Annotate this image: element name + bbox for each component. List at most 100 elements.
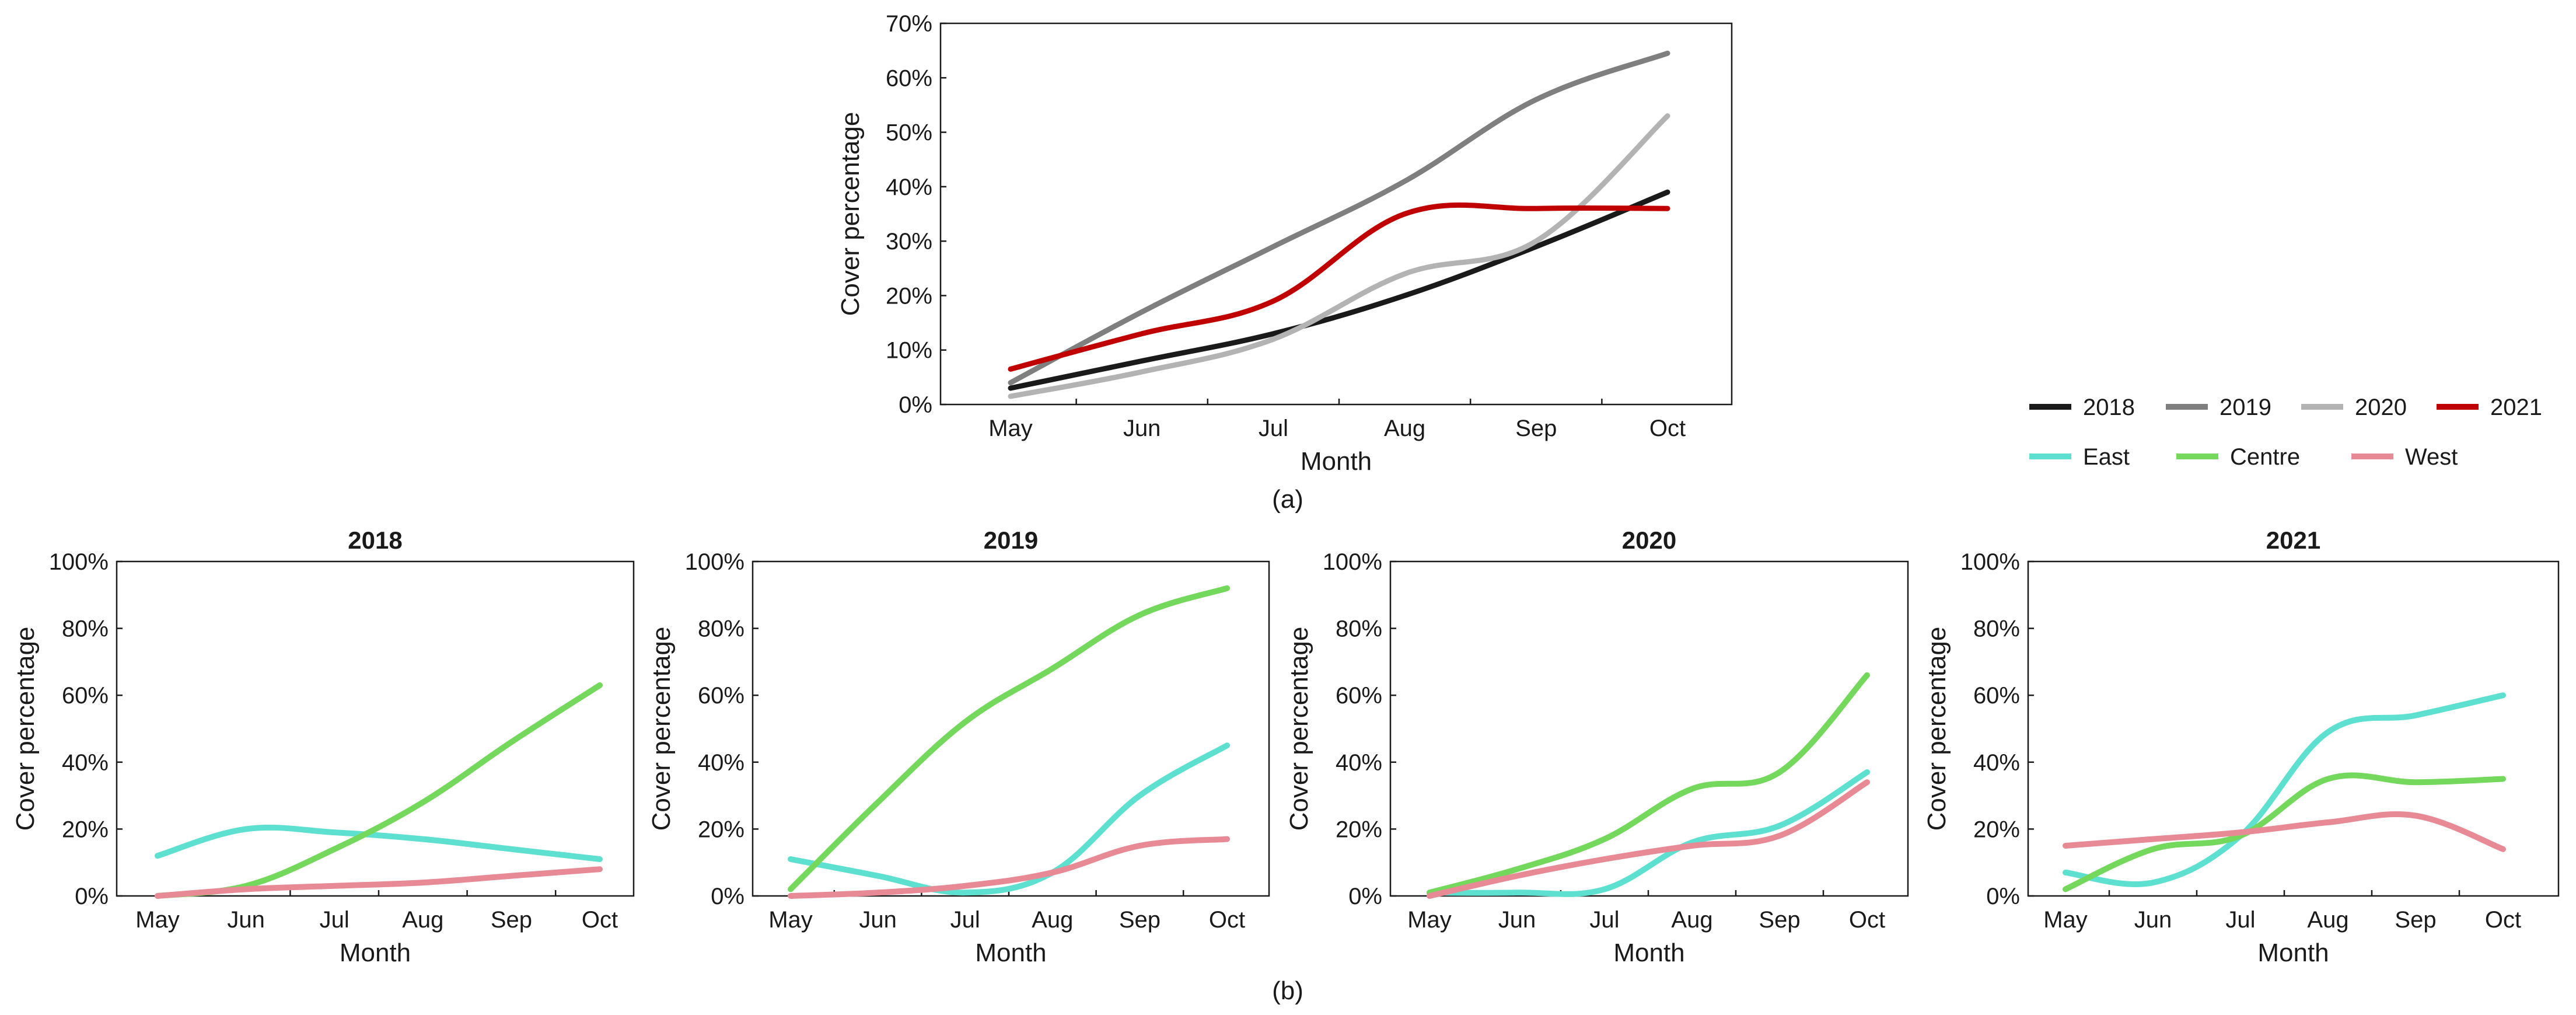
x-tick-label: May [988, 416, 1033, 441]
legend-label-2018: 2018 [2083, 395, 2135, 420]
x-tick-label: Jul [320, 907, 349, 933]
plot-frame [939, 22, 1733, 406]
x-tick-label: Oct [2485, 907, 2521, 933]
caption-b: (b) [1272, 976, 1303, 1005]
x-tick-label: May [768, 907, 813, 933]
y-tick-label: 40% [698, 750, 745, 776]
legend-label-2021: 2021 [2490, 395, 2542, 420]
y-axis-title: Cover percentage [11, 627, 40, 831]
y-tick-label: 80% [62, 616, 109, 642]
series-line-east [155, 824, 603, 862]
x-tick-label: Jun [859, 907, 897, 933]
series-line-east [788, 742, 1230, 896]
x-tick-label: Sep [1119, 907, 1161, 933]
x-tick-label: Jun [2134, 907, 2172, 933]
x-tick-label: May [135, 907, 180, 933]
x-tick-label: Jul [1589, 907, 1619, 933]
chart-title-p2020: 2020 [1622, 526, 1676, 554]
x-tick-label: Oct [582, 907, 618, 933]
x-axis-title: Month [1301, 447, 1372, 476]
x-tick-label: Jul [2225, 907, 2255, 933]
y-tick-label: 60% [886, 65, 932, 91]
series-line-west [1427, 779, 1870, 899]
series-line-centre [788, 585, 1230, 892]
x-tick-label: May [2043, 907, 2088, 933]
chart-title-p2019: 2019 [984, 526, 1038, 554]
y-tick-label: 30% [886, 229, 932, 254]
top-chart: 0% 10% 20% 30% 40% 50% 60% 70% May Jun Jul Aug Sep Oc… [836, 11, 1733, 476]
plot-frame [116, 560, 635, 897]
legend-label-east: East [2083, 444, 2130, 470]
y-tick-label: 20% [698, 817, 745, 842]
y-tick-label: 20% [1973, 817, 2020, 842]
y-tick-label: 60% [1336, 683, 1382, 709]
y-tick-label: 10% [886, 338, 932, 364]
series-line-2019 [1008, 50, 1670, 386]
y-tick-label: 0% [1348, 884, 1382, 909]
x-tick-label: Sep [1515, 416, 1557, 441]
x-axis-title: Month [975, 939, 1046, 967]
y-tick-label: 60% [698, 683, 745, 709]
y-tick-label: 20% [886, 283, 932, 309]
x-axis-title: Month [1613, 939, 1684, 967]
y-tick-label: 40% [62, 750, 109, 776]
y-tick-label: 0% [899, 392, 932, 418]
series-line-west [2063, 811, 2506, 852]
chart-title-p2018: 2018 [348, 526, 402, 554]
x-tick-label: Aug [1384, 416, 1425, 441]
series-line-west [788, 836, 1230, 899]
y-tick-label: 100% [685, 549, 745, 575]
series-line-east [2063, 692, 2506, 887]
series-line-2020 [1008, 113, 1670, 399]
y-tick-label: 0% [1986, 884, 2020, 909]
panel-2021-chart: 2021 0% 20% 40% 60% 80% 100% May Jun Jul Aug Sep Oct… [1923, 526, 2560, 967]
panel-2018-chart: 2018 0% 20% 40% 60% 80% 100% May Jun Jul Aug Sep Oct… [11, 526, 635, 967]
plot-frame [2027, 560, 2560, 897]
y-tick-label: 100% [1960, 549, 2020, 575]
x-tick-label: Aug [1671, 907, 1712, 933]
series-line-east [1427, 769, 1870, 897]
y-axis-title: Cover percentage [836, 112, 865, 316]
plot-frame [752, 560, 1270, 897]
x-tick-label: Oct [1649, 416, 1686, 441]
legend-regions: East Centre West [2029, 444, 2458, 470]
x-tick-label: Jun [1498, 907, 1536, 933]
y-tick-label: 0% [75, 884, 109, 909]
x-tick-label: Jul [1259, 416, 1288, 441]
x-tick-label: Aug [2307, 907, 2348, 933]
panel-2020-chart: 2020 0% 20% 40% 60% 80% 100% May Jun Jul Aug Sep Oct… [1285, 526, 1909, 967]
x-tick-label: Sep [2395, 907, 2436, 933]
y-tick-label: 70% [886, 11, 932, 37]
y-tick-label: 100% [49, 549, 109, 575]
panel-2019-chart: 2019 0% 20% 40% 60% 80% 100% May Jun Jul Aug Sep Oct… [647, 526, 1270, 967]
y-axis-title: Cover percentage [647, 627, 676, 831]
x-tick-label: Jun [227, 907, 265, 933]
x-tick-label: Oct [1209, 907, 1245, 933]
series-line-centre [1427, 672, 1870, 896]
y-tick-label: 20% [62, 817, 109, 842]
x-axis-title: Month [340, 939, 411, 967]
series-line-2018 [1008, 189, 1670, 391]
y-tick-label: 60% [1973, 683, 2020, 709]
caption-a: (a) [1272, 485, 1303, 514]
y-axis-title: Cover percentage [1285, 627, 1313, 831]
y-tick-label: 80% [1973, 616, 2020, 642]
series-line-2021 [1008, 202, 1670, 372]
x-tick-label: Sep [491, 907, 532, 933]
x-axis-title: Month [2257, 939, 2329, 967]
legend-label-2020: 2020 [2355, 395, 2407, 420]
y-tick-label: 0% [711, 884, 745, 909]
x-tick-label: May [1407, 907, 1452, 933]
y-tick-label: 40% [1973, 750, 2020, 776]
plot-frame [1389, 560, 1909, 897]
y-tick-label: 60% [62, 683, 109, 709]
y-tick-label: 40% [886, 175, 932, 200]
legend-label-centre: Centre [2230, 444, 2300, 470]
x-tick-label: Aug [1032, 907, 1073, 933]
legend-years: 2018 2019 2020 2021 [2029, 395, 2542, 420]
y-tick-label: 80% [1336, 616, 1382, 642]
series-line-centre [2063, 772, 2506, 892]
y-tick-label: 100% [1323, 549, 1382, 575]
x-tick-label: Jun [1123, 416, 1161, 441]
y-axis-title: Cover percentage [1923, 627, 1951, 831]
